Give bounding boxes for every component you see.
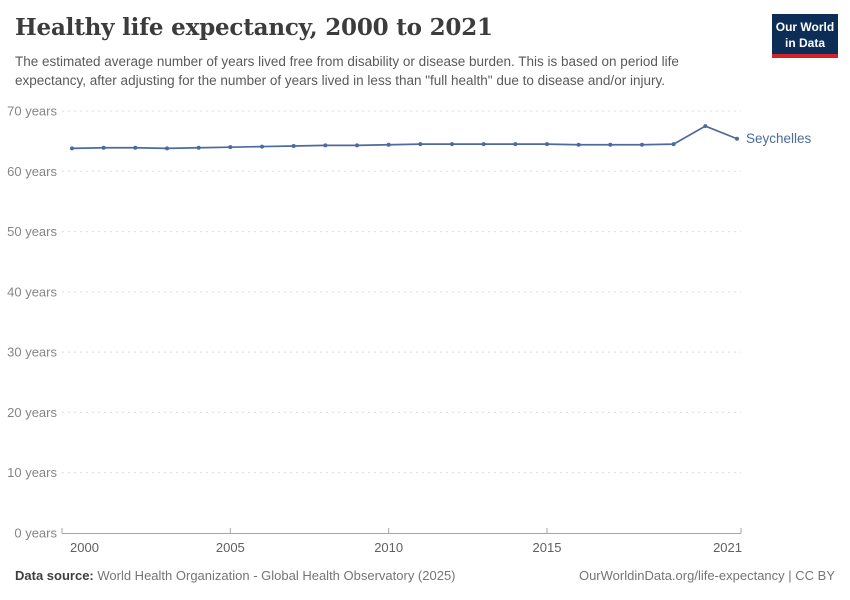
y-tick-label-40: 40 years: [7, 284, 57, 299]
y-tick-label-60: 60 years: [7, 164, 57, 179]
y-tick-label-0: 0 years: [14, 526, 57, 541]
x-tick-label-2015: 2015: [533, 540, 562, 555]
data-source-label: Data source:: [15, 568, 94, 583]
y-tick-label-70: 70 years: [7, 104, 57, 119]
page-title: Healthy life expectancy, 2000 to 2021: [15, 14, 493, 41]
data-point-2004[interactable]: [196, 145, 201, 150]
data-point-2013[interactable]: [481, 142, 486, 147]
data-point-2005[interactable]: [228, 145, 233, 150]
x-tick-label-2010: 2010: [374, 540, 403, 555]
data-point-2019[interactable]: [671, 142, 676, 147]
y-tick-label-50: 50 years: [7, 224, 57, 239]
data-point-2017[interactable]: [608, 142, 613, 147]
data-point-2006[interactable]: [260, 144, 264, 149]
data-source-note: Data source: World Health Organization -…: [15, 568, 456, 583]
owid-url-link[interactable]: OurWorldinData.org/life-expectancy: [578, 568, 785, 583]
y-tick-label-10: 10 years: [7, 465, 57, 480]
data-point-2016[interactable]: [576, 142, 581, 147]
data-point-2000[interactable]: [70, 146, 74, 151]
y-tick-label-20: 20 years: [7, 405, 57, 420]
data-point-2001[interactable]: [101, 145, 106, 150]
x-tick-label-2000: 2000: [70, 540, 99, 555]
data-point-2009[interactable]: [355, 143, 359, 148]
owid-logo[interactable]: Our World in Data: [772, 14, 838, 58]
chart-footer: Data source: World Health Organization -…: [15, 568, 835, 583]
owid-logo-line1: Our World: [775, 20, 835, 34]
license-link[interactable]: CC BY: [795, 568, 835, 583]
entity-label: Seychelles: [746, 131, 812, 146]
x-tick-label-2021: 2021: [713, 540, 742, 555]
data-source-text: World Health Organization - Global Healt…: [93, 568, 456, 583]
data-point-2014[interactable]: [513, 142, 518, 147]
data-point-2003[interactable]: [165, 146, 169, 151]
data-point-2010[interactable]: [386, 142, 391, 147]
data-point-2021[interactable]: [735, 136, 739, 141]
data-point-2020[interactable]: [703, 124, 708, 129]
data-point-2007[interactable]: [291, 143, 296, 148]
attribution-note: OurWorldinData.org/life-expectancy | CC …: [579, 568, 835, 583]
y-tick-label-30: 30 years: [7, 345, 57, 360]
data-point-2011[interactable]: [418, 142, 423, 147]
attribution-separator: |: [784, 568, 796, 583]
data-point-2002[interactable]: [133, 145, 138, 150]
data-point-2015[interactable]: [545, 142, 549, 147]
chart-subtitle: The estimated average number of years li…: [15, 54, 679, 89]
data-point-2012[interactable]: [450, 142, 454, 147]
data-point-2018[interactable]: [640, 142, 644, 147]
series-line-seychelles[interactable]: [71, 125, 738, 150]
x-tick-label-2005: 2005: [216, 540, 245, 555]
data-point-2008[interactable]: [323, 143, 328, 148]
owid-logo-line2: in Data: [784, 35, 825, 50]
